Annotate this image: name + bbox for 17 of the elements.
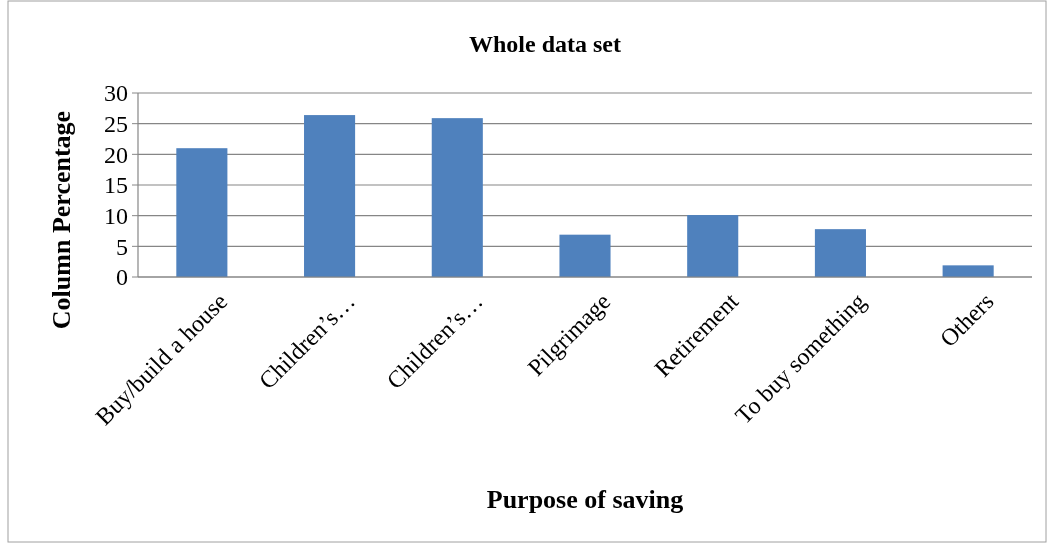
y-tick-label: 10 xyxy=(104,203,128,230)
y-axis-title: Column Percentage xyxy=(47,110,76,330)
y-tick-label: 0 xyxy=(116,264,128,291)
bar xyxy=(176,148,228,277)
y-tick-label: 30 xyxy=(104,80,128,107)
y-tick-label: 5 xyxy=(116,233,128,260)
bar xyxy=(431,118,483,277)
bar xyxy=(814,229,866,277)
bar xyxy=(304,115,356,277)
bar xyxy=(942,265,994,277)
y-tick-label: 25 xyxy=(104,111,128,138)
y-tick-label: 20 xyxy=(104,141,128,168)
chart-title: Whole data set xyxy=(469,31,621,57)
bar xyxy=(687,215,739,277)
x-axis-title: Purpose of saving xyxy=(486,485,684,514)
y-tick-label: 15 xyxy=(104,172,128,199)
bar xyxy=(559,234,611,277)
